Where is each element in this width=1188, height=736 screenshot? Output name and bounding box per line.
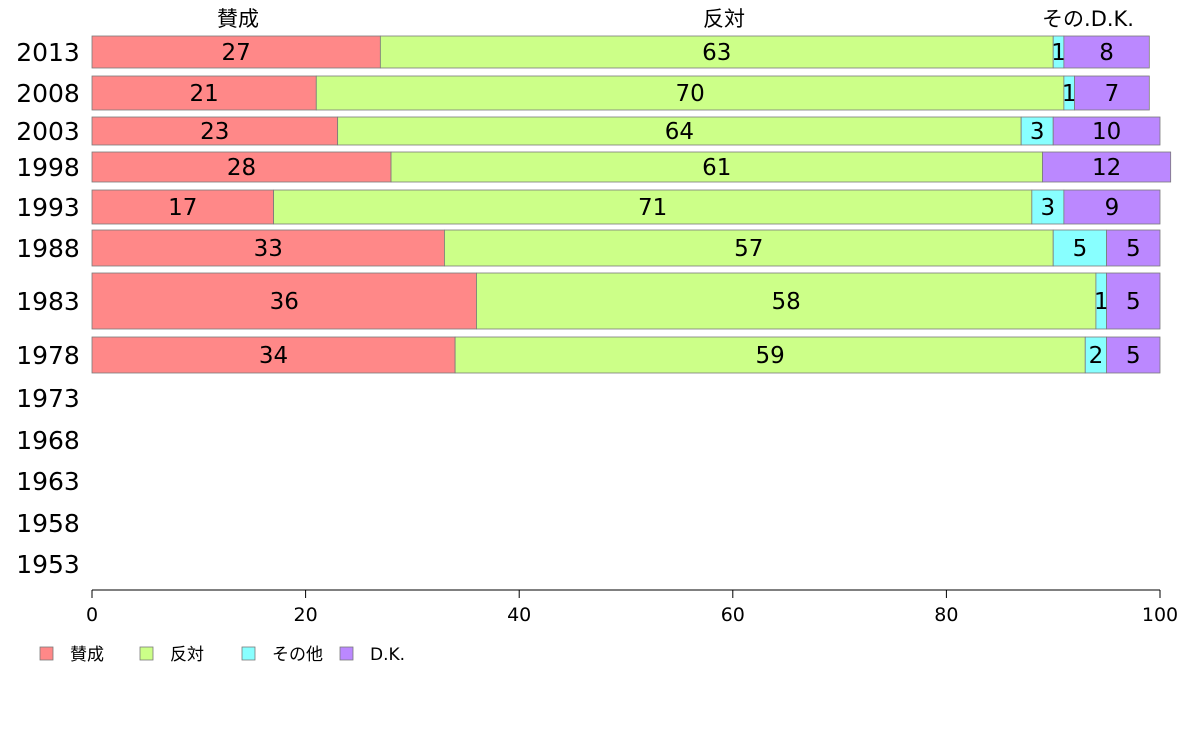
bar-segment bbox=[1063, 35, 1150, 69]
x-axis: 0 20 40 60 80 100 bbox=[86, 589, 1178, 626]
bar-segment bbox=[91, 35, 381, 69]
legend-swatch bbox=[139, 646, 154, 661]
bar-segment bbox=[454, 336, 1086, 374]
data-label: 70 bbox=[675, 81, 704, 107]
data-label: 3 bbox=[1041, 195, 1056, 221]
data-label: 64 bbox=[665, 119, 694, 145]
column-header: その.D.K. bbox=[1042, 7, 1134, 31]
year-tick-label: 1968 bbox=[16, 426, 80, 455]
bar-segment bbox=[444, 229, 1054, 267]
column-header: 賛成 bbox=[217, 7, 259, 31]
data-label: 61 bbox=[702, 155, 731, 181]
year-tick-label: 1993 bbox=[16, 193, 80, 222]
data-label: 10 bbox=[1092, 119, 1121, 145]
data-label: 21 bbox=[189, 81, 218, 107]
data-label: 36 bbox=[270, 289, 299, 315]
data-label: 1 bbox=[1094, 289, 1109, 315]
bar-segment bbox=[1042, 151, 1172, 183]
legend-label: D.K. bbox=[370, 645, 405, 665]
bar-segment bbox=[1106, 272, 1161, 330]
legend-label: 賛成 bbox=[70, 645, 104, 665]
data-label: 12 bbox=[1092, 155, 1121, 181]
bar-segment bbox=[337, 116, 1022, 146]
data-label: 5 bbox=[1073, 236, 1088, 262]
year-tick-label: 1973 bbox=[16, 384, 80, 413]
data-label: 28 bbox=[227, 155, 256, 181]
legend: 賛成 反対 その他 D.K. bbox=[39, 645, 405, 665]
x-tick-label: 60 bbox=[721, 604, 745, 626]
data-label: 2 bbox=[1089, 343, 1104, 369]
data-label: 8 bbox=[1099, 40, 1114, 66]
bar-segment bbox=[1052, 229, 1107, 267]
x-tick-label: 40 bbox=[507, 604, 531, 626]
year-tick-label: 1978 bbox=[16, 341, 80, 370]
data-label: 34 bbox=[259, 343, 288, 369]
data-label: 33 bbox=[254, 236, 283, 262]
x-tick-label: 20 bbox=[294, 604, 318, 626]
bar-segment bbox=[476, 272, 1097, 330]
bar-segment bbox=[1052, 116, 1161, 146]
bar-segment bbox=[390, 151, 1043, 183]
x-tick-label: 100 bbox=[1142, 604, 1178, 626]
bar-segment bbox=[1063, 189, 1161, 225]
data-label: 27 bbox=[222, 40, 251, 66]
data-label: 23 bbox=[200, 119, 229, 145]
bar-segment bbox=[1106, 229, 1161, 267]
data-label: 57 bbox=[734, 236, 763, 262]
data-label: 59 bbox=[756, 343, 785, 369]
data-label: 58 bbox=[772, 289, 801, 315]
data-label: 5 bbox=[1126, 289, 1141, 315]
data-label: 63 bbox=[702, 40, 731, 66]
column-header: 反対 bbox=[703, 7, 745, 31]
year-axis-labels: 2013 2008 2003 1998 1993 1988 1983 1978 1973 1968… bbox=[16, 38, 80, 579]
year-tick-label: 1988 bbox=[16, 234, 80, 263]
data-label: 9 bbox=[1105, 195, 1120, 221]
bar-segment bbox=[91, 189, 274, 225]
bar-segment bbox=[1074, 75, 1150, 111]
data-label: 5 bbox=[1126, 343, 1141, 369]
legend-swatch bbox=[339, 646, 354, 661]
bar-segment bbox=[379, 35, 1054, 69]
bar-segment bbox=[91, 116, 339, 146]
year-tick-label: 2013 bbox=[16, 38, 80, 67]
x-tick-label: 80 bbox=[934, 604, 958, 626]
data-label: 1 bbox=[1062, 81, 1077, 107]
bar-segment bbox=[315, 75, 1065, 111]
bar-segment bbox=[1106, 336, 1161, 374]
year-tick-label: 2008 bbox=[16, 79, 80, 108]
column-headers: 賛成 反対 その.D.K. bbox=[217, 7, 1134, 31]
data-label: 3 bbox=[1030, 119, 1045, 145]
year-tick-label: 1963 bbox=[16, 467, 80, 496]
data-label: 5 bbox=[1126, 236, 1141, 262]
data-label: 1 bbox=[1051, 40, 1066, 66]
year-tick-label: 1958 bbox=[16, 509, 80, 538]
legend-swatch bbox=[241, 646, 256, 661]
year-tick-label: 1983 bbox=[16, 287, 80, 316]
data-label: 7 bbox=[1105, 81, 1120, 107]
year-tick-label: 2003 bbox=[16, 117, 80, 146]
bar-segment bbox=[91, 272, 477, 330]
legend-label: 反対 bbox=[170, 645, 204, 665]
x-tick-label: 0 bbox=[86, 604, 98, 626]
bar-segment bbox=[91, 229, 445, 267]
year-tick-label: 1998 bbox=[16, 153, 80, 182]
data-label: 17 bbox=[168, 195, 197, 221]
bar-segment bbox=[91, 151, 392, 183]
year-tick-label: 1953 bbox=[16, 550, 80, 579]
bar-segment bbox=[273, 189, 1033, 225]
data-label: 71 bbox=[638, 195, 667, 221]
legend-swatch bbox=[39, 646, 54, 661]
bar-segment bbox=[91, 336, 456, 374]
bar-segment bbox=[1031, 189, 1065, 225]
legend-label: その他 bbox=[272, 645, 323, 665]
bar-segment bbox=[91, 75, 317, 111]
